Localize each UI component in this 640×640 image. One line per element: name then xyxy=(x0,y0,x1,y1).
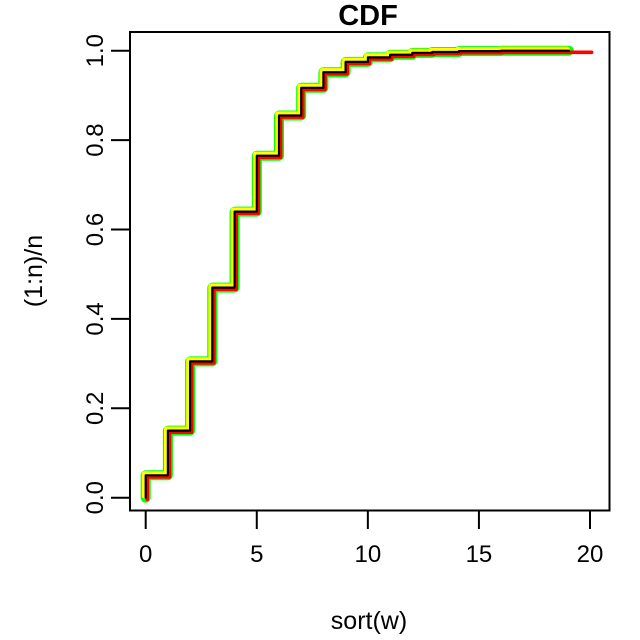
series-black-curve xyxy=(144,49,570,499)
axes-layer: 0 5 10 15 20 0.0 0.2 0.4 0.6 0.8 1.0 xyxy=(82,31,611,568)
y-axis-tick-label: 0.2 xyxy=(82,392,109,425)
series-red-curve xyxy=(145,50,594,502)
plot-border xyxy=(129,31,611,512)
y-axis-tick-label: 0.8 xyxy=(82,123,109,156)
x-axis-tick-label: 5 xyxy=(250,541,263,568)
x-axis-tick-label: 0 xyxy=(139,541,152,568)
y-axis-tick-label: 1.0 xyxy=(82,34,109,67)
curves-layer xyxy=(140,45,594,503)
series-green-curve xyxy=(140,45,574,503)
y-axis-label: (1:n)/n xyxy=(20,235,48,307)
series-yellow-curve xyxy=(141,46,571,499)
y-axis-tick-label: 0.0 xyxy=(82,481,109,514)
x-axis-label: sort(w) xyxy=(331,607,407,635)
plot-title: CDF xyxy=(338,0,398,32)
x-axis-tick-label: 10 xyxy=(354,541,381,568)
y-axis-tick-label: 0.4 xyxy=(82,302,109,335)
y-axis-tick-label: 0.6 xyxy=(82,213,109,246)
x-axis-tick-label: 15 xyxy=(466,541,493,568)
x-axis-tick-label: 20 xyxy=(577,541,604,568)
